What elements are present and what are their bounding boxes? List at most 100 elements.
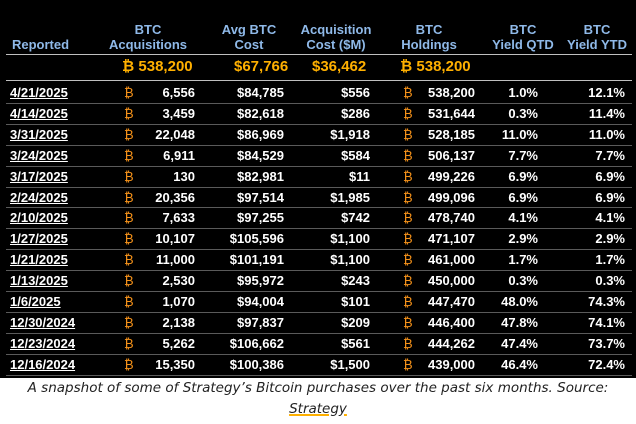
cell-yield-ytd: 74.1% [588,314,625,330]
cell-avg-cost: $82,981 [237,168,284,184]
cell-yield-qtd: 7.7% [508,147,538,163]
row-date-link[interactable]: 12/30/2024 [10,314,76,330]
row-date-link[interactable]: 1/27/2025 [10,231,68,247]
figure-caption: A snapshot of some of Strategy’s Bitcoin… [0,378,636,424]
btc-symbol-icon: ₿ [124,252,134,268]
row-divider [6,144,632,146]
row-divider [6,249,632,251]
total-acquisitions: ₿ 538,200 [122,58,193,75]
cell-acquisitions: 10,107 [155,231,195,247]
cell-avg-cost: $84,529 [237,147,284,163]
cell-acquisition-cost: $1,100 [330,252,370,268]
cell-avg-cost: $106,662 [229,335,284,351]
cell-acquisitions: 22,048 [155,126,195,142]
row-divider [6,291,632,292]
btc-symbol-icon: ₿ [403,335,413,351]
cell-acquisitions: 11,000 [155,252,195,268]
cell-avg-cost: $101,191 [229,252,284,268]
total-acquisition-cost: $36,462 [312,58,367,75]
caption-text: A snapshot of some of Strategy’s Bitcoin… [27,380,609,396]
row-divider [6,123,632,125]
row-date-link[interactable]: 4/14/2025 [10,105,68,121]
cell-acquisition-cost: $561 [341,335,370,351]
cell-holdings: 478,740 [428,210,475,226]
cell-acquisitions: 3,459 [162,105,195,121]
cell-acquisition-cost: $101 [341,294,370,309]
cell-yield-qtd: 4.1% [508,210,538,226]
row-date-link[interactable]: 1/21/2025 [10,252,68,268]
cell-yield-qtd: 11.0% [501,126,538,142]
row-divider [6,374,632,376]
cell-yield-qtd: 6.9% [508,189,538,205]
cell-yield-ytd: 72.4% [588,356,625,372]
header-yield-qtd-line2: Yield QTD [492,37,554,52]
cell-acquisition-cost: $1,100 [330,231,370,247]
cell-acquisition-cost: $1,500 [330,356,370,372]
row-date-link[interactable]: 3/17/2025 [10,168,68,184]
row-divider [6,353,632,355]
cell-avg-cost: $105,596 [229,231,284,247]
btc-symbol-icon: ₿ [403,294,413,309]
cell-yield-ytd: 7.7% [595,147,625,163]
cell-holdings: 461,000 [428,252,475,268]
cell-acquisition-cost: $1,918 [330,126,370,142]
btc-symbol-icon: ₿ [124,189,134,205]
row-date-link[interactable]: 3/24/2025 [10,147,68,163]
header-avg-cost: Avg BTC Cost [214,22,284,52]
row-date-link[interactable]: 4/21/2025 [10,85,68,100]
cell-avg-cost: $86,969 [237,126,284,142]
cell-yield-qtd: 48.0% [501,294,538,309]
row-divider [6,207,632,209]
row-divider [6,102,632,104]
row-divider [6,228,632,230]
cell-acquisition-cost: $584 [341,147,370,163]
header-holdings-line2: Holdings [401,37,457,52]
btc-symbol-icon: ₿ [403,85,413,100]
cell-holdings: 531,644 [428,105,475,121]
cell-yield-ytd: 0.3% [595,273,625,289]
btc-symbol-icon: ₿ [403,147,413,163]
header-yield-qtd: BTC Yield QTD [488,22,558,52]
btc-symbol-icon: ₿ [403,356,413,372]
row-date-link[interactable]: 12/16/2024 [10,356,76,372]
btc-symbol-icon: ₿ [124,105,134,121]
cell-acquisitions: 6,556 [162,85,195,100]
cell-holdings: 446,400 [428,314,475,330]
header-acquisitions-line2: Acquisitions [108,37,187,52]
row-date-link[interactable]: 12/23/2024 [10,335,76,351]
cell-acquisitions: 2,138 [162,314,195,330]
header-avg-cost-line2: Cost [234,37,264,52]
btc-symbol-icon: ₿ [124,273,134,289]
cell-avg-cost: $95,972 [237,273,284,289]
header-acquisition-cost-line2: Cost ($M) [306,37,366,52]
btc-symbol-icon: ₿ [400,58,413,75]
cell-acquisitions: 1,070 [162,294,195,309]
totals-divider [6,80,632,81]
btc-symbol-icon: ₿ [124,231,134,247]
row-divider [6,186,632,188]
row-date-link[interactable]: 3/31/2025 [10,126,68,142]
btc-symbol-icon: ₿ [403,252,413,268]
header-yield-ytd: BTC Yield YTD [562,22,632,52]
cell-yield-qtd: 46.4% [501,356,538,372]
row-date-link[interactable]: 1/6/2025 [10,294,61,309]
row-date-link[interactable]: 2/10/2025 [10,210,68,226]
btc-symbol-icon: ₿ [124,335,134,351]
caption-source-link[interactable]: Strategy [289,401,347,417]
cell-yield-qtd: 47.8% [501,314,538,330]
cell-acquisition-cost: $1,985 [330,189,370,205]
cell-yield-ytd: 1.7% [595,252,625,268]
cell-yield-ytd: 12.1% [588,85,625,100]
btc-symbol-icon: ₿ [403,210,413,226]
cell-yield-qtd: 0.3% [508,273,538,289]
btc-symbol-icon: ₿ [403,231,413,247]
row-date-link[interactable]: 2/24/2025 [10,189,68,205]
cell-acquisitions: 2,530 [162,273,195,289]
cell-holdings: 528,185 [428,126,475,142]
btc-symbol-icon: ₿ [124,147,134,163]
cell-holdings: 499,096 [428,189,475,205]
row-date-link[interactable]: 1/13/2025 [10,273,68,289]
cell-yield-qtd: 6.9% [508,168,538,184]
cell-yield-qtd: 47.4% [501,335,538,351]
cell-yield-ytd: 11.0% [588,126,625,142]
